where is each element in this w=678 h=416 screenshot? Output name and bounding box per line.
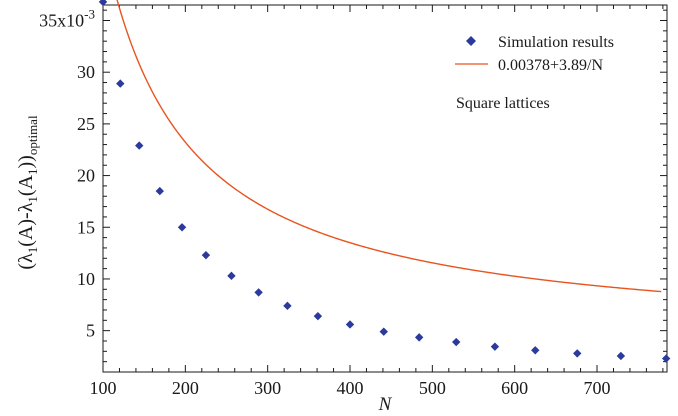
data-point [135,141,144,150]
y-label-part-1: (λ [15,253,37,270]
annotation-square-lattices: Square lattices [456,95,550,112]
plot-area [102,4,668,373]
data-point [616,351,626,361]
data-point [661,354,671,363]
data-point [490,342,500,351]
y-top-label-base: 35x10 [39,11,84,31]
y-label-sub-4: optimal [25,115,40,155]
y-label-part-4: )) [15,155,37,168]
y-tick-label: 30 [77,62,95,82]
y-axis-label: (λ1(A)-λ1(A1))optimal [15,115,40,270]
points-layer [98,0,671,363]
fit-curve [116,0,662,293]
data-point [98,0,108,7]
data-point [227,271,236,281]
data-point [177,223,187,232]
data-point [531,346,540,355]
legend-label-simulation: Simulation results [498,34,614,51]
x-tick-label: 200 [172,378,199,398]
x-tick-label: 600 [501,378,528,398]
x-tick-label: 100 [90,378,117,398]
data-point [283,301,292,311]
data-point [116,79,125,88]
x-tick-label: 400 [337,378,364,398]
data-point [345,320,355,329]
data-point [452,337,461,347]
x-axis-label: N [378,394,393,415]
y-tick-label: 5 [86,321,95,341]
y-label-sub-1: 1 [25,247,40,254]
data-point [254,288,263,297]
data-point [313,311,323,321]
data-point [414,333,424,342]
legend-marker-diamond [466,36,476,46]
y-tick-label: 20 [77,166,95,186]
y-top-label-exp: -3 [84,7,95,22]
legend: Simulation results 0.00378+3.89/N Square… [455,34,614,112]
data-point [379,327,388,336]
x-tick-label: 300 [254,378,281,398]
y-label-sub-3: 1 [25,168,40,175]
tick-labels: 100 200 300 400 500 600 700 5 10 15 20 25 30 [77,62,611,398]
legend-label-fit: 0.00378+3.89/N [498,57,603,74]
data-point [573,349,582,358]
y-tick-label: 15 [77,217,95,237]
y-label-part-3: (A [15,174,37,196]
x-tick-label: 500 [419,378,446,398]
ticks [102,5,667,372]
y-tick-label: 25 [77,114,95,134]
x-tick-label: 700 [584,378,611,398]
data-point [155,186,165,196]
y-tick-label: 10 [77,269,95,289]
data-point [201,250,211,260]
curve-layer [116,0,662,293]
y-label-sub-2: 1 [25,196,40,203]
y-label-part-2: (A)-λ [15,202,37,246]
y-tick-label-top: 35x10-3 [39,7,95,31]
